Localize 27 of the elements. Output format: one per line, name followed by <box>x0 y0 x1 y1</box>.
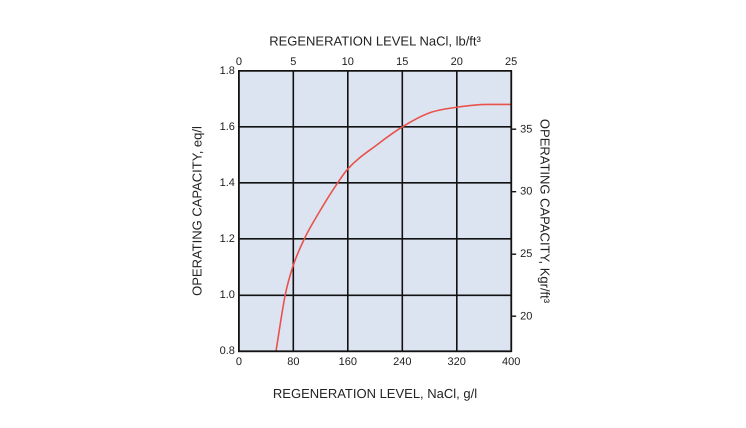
x2-tick-label: 10 <box>342 56 354 68</box>
y2-tick-label: 30 <box>520 186 532 198</box>
x-tick-label: 80 <box>287 356 300 368</box>
x-tick-label: 0 <box>236 356 242 368</box>
x2-tick-label: 15 <box>396 56 408 68</box>
x-tick-label: 160 <box>338 356 357 368</box>
x2-tick-label: 0 <box>236 56 242 68</box>
y-tick-label: 1.2 <box>220 233 235 246</box>
x2-tick-label: 20 <box>450 56 463 68</box>
x2-tick-label: 5 <box>290 56 296 68</box>
y-tick-label: 0.8 <box>220 345 235 358</box>
y2-tick-label: 20 <box>520 310 532 322</box>
line-series <box>275 104 512 352</box>
y2-tick-label: 25 <box>520 248 532 260</box>
y2-tick-label: 35 <box>520 123 532 136</box>
x-tick-label: 320 <box>448 356 466 368</box>
y-tick-label: 1.4 <box>220 176 235 189</box>
y-tick-label: 1.0 <box>220 289 235 302</box>
x-tick-label: 240 <box>393 356 412 368</box>
y2-axis-title: OPERATING CAPACITY, Kgr/ft³ <box>538 118 553 304</box>
y-tick-label: 1.8 <box>220 64 235 77</box>
x2-tick-label: 25 <box>505 56 518 68</box>
x-axis-title: REGENERATION LEVEL, NaCl, g/l <box>272 386 478 401</box>
y-tick-label: 1.6 <box>220 120 235 133</box>
x2-axis-title: REGENERATION LEVEL NaCl, lb/ft³ <box>269 33 482 48</box>
y-axis-title: OPERATING CAPACITY, eq/l <box>189 126 204 296</box>
x-tick-label: 400 <box>502 356 520 368</box>
